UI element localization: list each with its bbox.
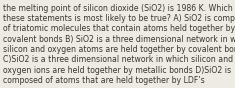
Text: the melting point of silicon dioxide (SiO2) is 1986 K. Which of: the melting point of silicon dioxide (Si… [3,4,235,12]
Text: silicon and oxygen atoms are held together by covalent bonds: silicon and oxygen atoms are held togeth… [3,45,235,54]
Text: of triatomic molecules that contain atoms held together by: of triatomic molecules that contain atom… [3,24,235,33]
Text: oxygen ions are held together by metallic bonds D)SiO2 is: oxygen ions are held together by metalli… [3,66,231,75]
Text: these statements is most likely to be true? A) SiO2 is composed: these statements is most likely to be tr… [3,14,235,23]
Text: C)SiO2 is a three dimensional network in which silicon and: C)SiO2 is a three dimensional network in… [3,55,233,64]
Text: covalent bonds B) SiO2 is a three dimensional network in which: covalent bonds B) SiO2 is a three dimens… [3,35,235,44]
Text: composed of atoms that are held together by LDF’s: composed of atoms that are held together… [3,76,205,85]
